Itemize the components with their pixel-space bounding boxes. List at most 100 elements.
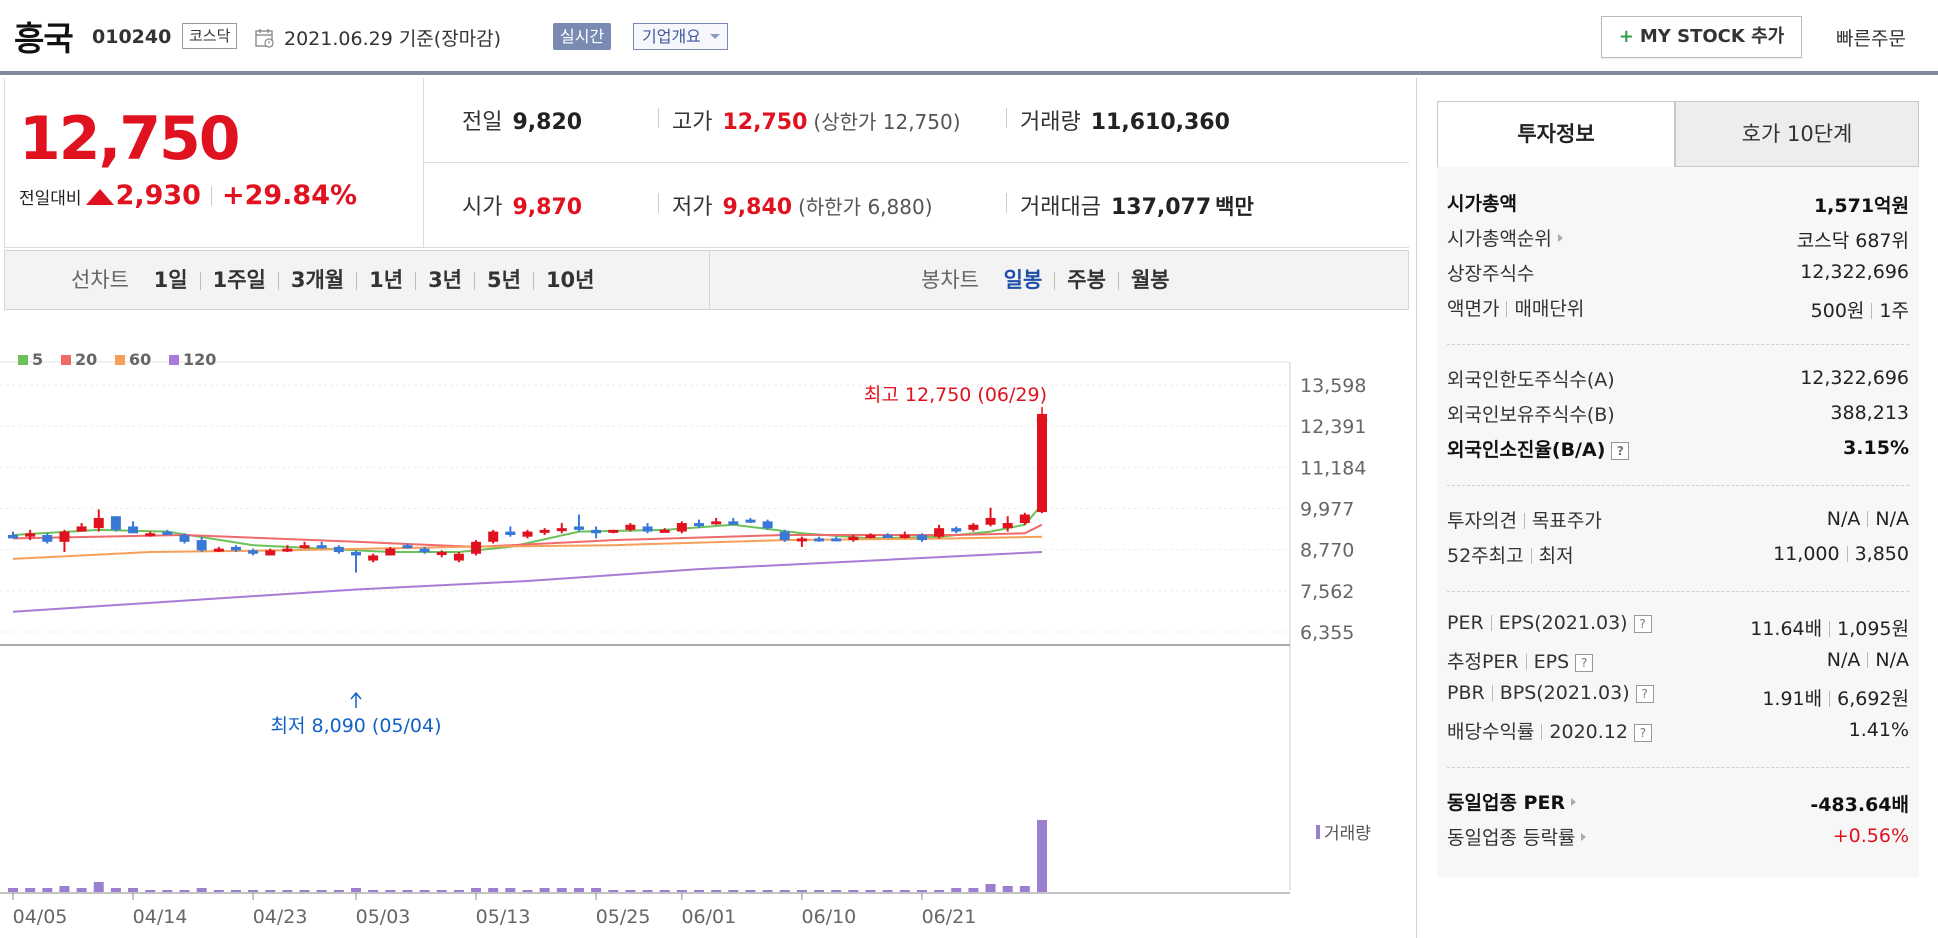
divider xyxy=(199,272,201,290)
volume-bar xyxy=(796,890,807,892)
market-cap-rank-link[interactable]: 시가총액순위 xyxy=(1447,224,1563,251)
candle-body xyxy=(505,531,516,535)
plus-icon: + xyxy=(1618,26,1634,47)
base-date: 2021.06.29 기준(장마감) xyxy=(284,28,502,50)
volume-bar xyxy=(591,888,602,892)
candle-body xyxy=(488,531,499,542)
volume-bar xyxy=(539,888,550,892)
candle-body xyxy=(128,526,139,534)
help-icon[interactable]: ? xyxy=(1633,724,1652,742)
candle-body xyxy=(368,555,379,561)
x-tick-label: 04/14 xyxy=(133,906,188,928)
candle-body xyxy=(968,524,979,530)
line-period-option[interactable]: 1일 xyxy=(153,268,188,292)
legend-label: 5 xyxy=(32,350,43,369)
candle-body xyxy=(8,534,18,539)
volume-bar xyxy=(25,888,36,892)
help-icon[interactable]: ? xyxy=(1633,615,1652,633)
listed-shares-row: 상장주식수 12,322,696 xyxy=(1447,255,1909,291)
corp-overview-dropdown[interactable]: 기업개요 xyxy=(633,23,728,50)
prev-close-label: 전일 xyxy=(462,110,503,135)
divider xyxy=(1530,548,1532,564)
candle-body xyxy=(591,529,602,534)
line-period-option[interactable]: 3년 xyxy=(428,268,462,292)
candle-body xyxy=(711,521,722,525)
stock-chart: 5 20 60 120 13,598 12,391 11,184 9,977 8,770 7,56… xyxy=(0,350,1371,928)
high52-value: 11,000 xyxy=(1773,543,1840,565)
line-period-option[interactable]: 3개월 xyxy=(290,268,345,292)
foreign-ratio-row: 외국인소진율(B/A)? 3.15% xyxy=(1447,431,1909,467)
volume-bar xyxy=(694,890,704,892)
candle-body xyxy=(934,528,945,537)
volume-bar xyxy=(316,890,327,892)
opinion-label: 투자의견 xyxy=(1447,510,1517,532)
divider xyxy=(1541,724,1543,740)
help-icon[interactable]: ? xyxy=(1611,442,1630,460)
volume-bar xyxy=(42,888,53,892)
line-period-option[interactable]: 5년 xyxy=(487,268,521,292)
triangle-right-icon xyxy=(1581,833,1587,841)
volume-bar xyxy=(110,888,121,892)
candle-body xyxy=(608,529,619,533)
candle-body xyxy=(471,541,482,554)
volume-label: 거래량 xyxy=(1020,110,1081,135)
sector-per-link[interactable]: 동일업종 PER xyxy=(1447,788,1577,815)
line-period-option[interactable]: 1주일 xyxy=(212,268,266,292)
sector-change-row[interactable]: 동일업종 등락률 +0.56% xyxy=(1447,819,1909,855)
volume-bar xyxy=(1019,886,1030,892)
candle-body xyxy=(453,553,464,561)
volume-bar xyxy=(1002,886,1013,892)
foreign-ratio-label: 외국인소진율(B/A) xyxy=(1447,439,1606,461)
candle-body xyxy=(76,526,87,532)
divider xyxy=(532,272,534,290)
divider xyxy=(709,251,710,309)
candle-period-option[interactable]: 월봉 xyxy=(1130,268,1170,292)
line-period-option[interactable]: 10년 xyxy=(545,268,595,292)
volume-bar xyxy=(453,890,464,892)
candle-body xyxy=(814,538,825,542)
y-tick-label: 11,184 xyxy=(1300,457,1366,479)
week52-row: 52주최고 최저 11,000 3,850 xyxy=(1447,537,1909,573)
high-annotation: 최고 12,750 (06/29) xyxy=(864,384,1047,406)
tab-hoga-10[interactable]: 호가 10단계 xyxy=(1675,101,1919,167)
candle-body xyxy=(831,538,842,542)
volume-bar xyxy=(865,890,876,892)
sector-per-value: -483.64배 xyxy=(1810,794,1909,816)
candle-body xyxy=(145,533,156,537)
help-icon[interactable]: ? xyxy=(1575,654,1594,672)
low-arrow-icon xyxy=(350,691,362,708)
price-box: 12,750 전일대비 2,930 +29.84% xyxy=(4,78,424,248)
up-arrow-icon xyxy=(85,189,114,205)
tab-invest-info[interactable]: 투자정보 xyxy=(1437,101,1675,167)
add-my-stock-button[interactable]: + MY STOCK 추가 xyxy=(1601,16,1802,58)
quick-order-link[interactable]: 빠른주문 xyxy=(1836,28,1906,50)
candle-body xyxy=(796,538,807,542)
help-icon[interactable]: ? xyxy=(1635,685,1654,703)
chart-period-nav: 선차트 1일 1주일 3개월 1년 3년 5년 10년 봉차트 일봉 주봉 월봉 xyxy=(4,250,1409,310)
realtime-button[interactable]: 실시간 xyxy=(553,23,612,50)
market-cap-rank-row[interactable]: 시가총액순위 코스닥 687위 xyxy=(1447,220,1909,256)
low-price: 저가 9,840 (하한가 6,880) xyxy=(672,189,933,221)
dividend-row: 배당수익률 2020.12? 1.41% xyxy=(1447,713,1909,749)
candle-body xyxy=(436,552,447,556)
trade-value-unit: 백만 xyxy=(1215,195,1254,219)
est-per-label: 추정PER xyxy=(1447,651,1519,673)
volume-bar xyxy=(93,882,104,892)
sector-per-row[interactable]: 동일업종 PER -483.64배 xyxy=(1447,784,1909,820)
volume-bar xyxy=(728,890,739,892)
y-tick-label: 6,355 xyxy=(1300,622,1354,644)
divider xyxy=(1506,301,1508,317)
listed-shares-label: 상장주식수 xyxy=(1447,263,1535,285)
candle-body xyxy=(25,533,36,537)
candle-body xyxy=(1037,413,1047,513)
volume-label: 거래량 xyxy=(1324,824,1371,844)
high-arrow-icon xyxy=(1036,407,1048,427)
line-period-option[interactable]: 1년 xyxy=(369,268,404,292)
candle-body xyxy=(93,517,104,529)
volume-bar xyxy=(745,890,756,892)
pbr-label: PBR xyxy=(1447,682,1485,704)
sector-change-link[interactable]: 동일업종 등락률 xyxy=(1447,823,1587,850)
candle-period-option[interactable]: 주봉 xyxy=(1067,268,1106,292)
candle-period-option[interactable]: 일봉 xyxy=(1003,268,1043,292)
price-summary: 전일 9,820 고가 12,750 (상한가 12,750) 거래량 11,610,3… xyxy=(424,78,1409,248)
